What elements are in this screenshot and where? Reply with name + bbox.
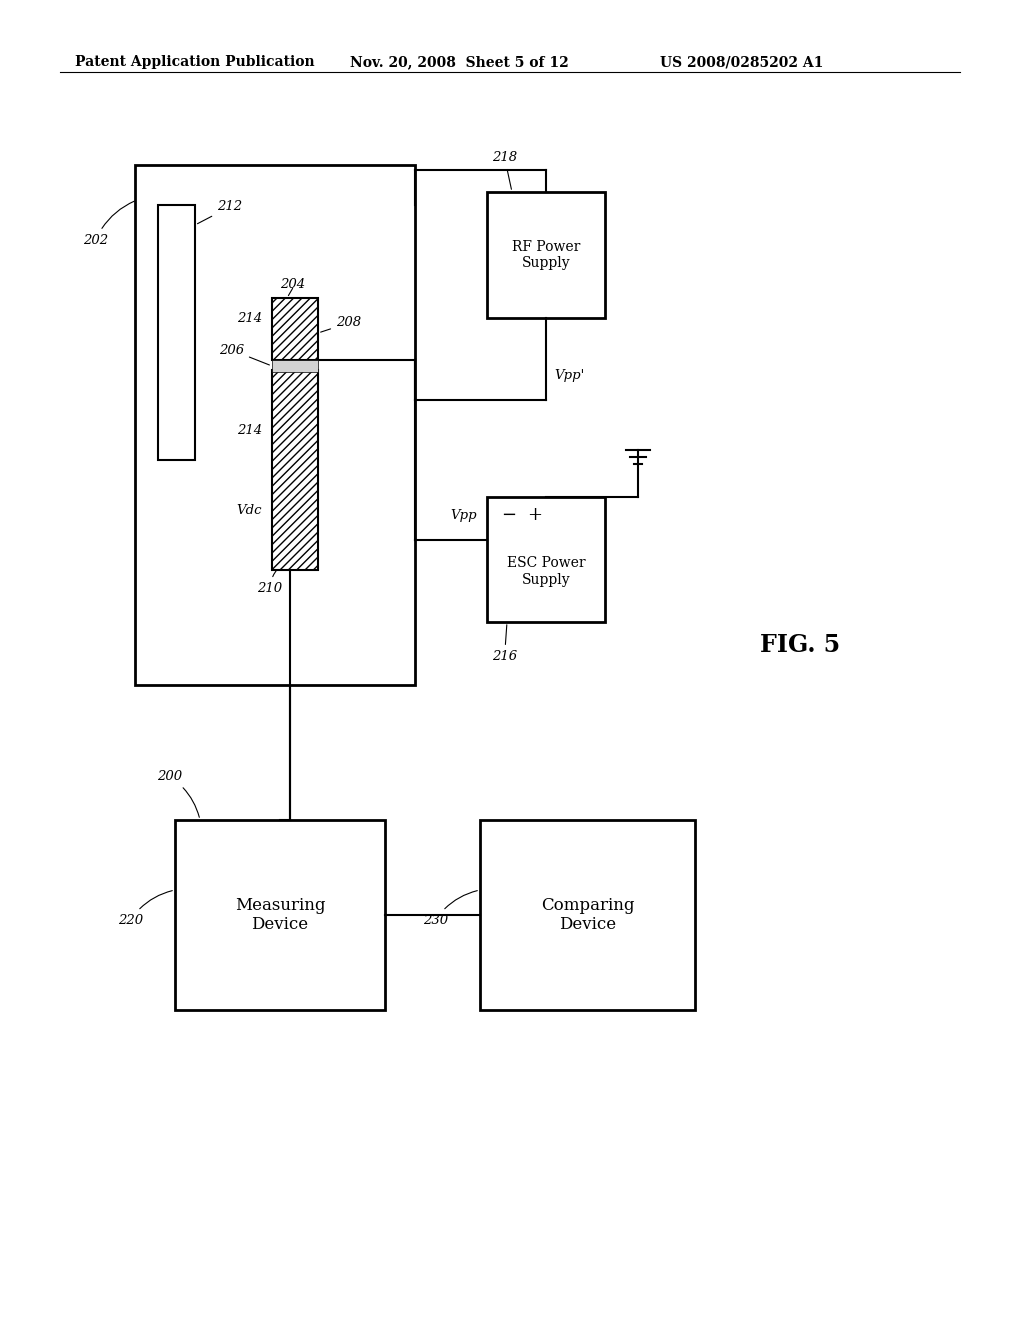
Text: US 2008/0285202 A1: US 2008/0285202 A1 [660, 55, 823, 69]
Text: 218: 218 [492, 150, 517, 189]
Text: −: − [502, 506, 516, 524]
Text: 200: 200 [157, 770, 200, 817]
Text: RF Power
Supply: RF Power Supply [512, 240, 581, 271]
Text: 210: 210 [257, 561, 288, 595]
Bar [272, 298, 318, 360]
Text: ESC Power
Supply: ESC Power Supply [507, 557, 586, 586]
Text: 204: 204 [280, 279, 305, 292]
Bar [175, 820, 385, 1010]
Bar [272, 360, 318, 372]
Text: Vpp: Vpp [451, 510, 477, 523]
Text: 230: 230 [423, 891, 477, 927]
Bar [487, 498, 605, 622]
Text: Comparing
Device: Comparing Device [541, 896, 634, 933]
Text: Vpp': Vpp' [554, 368, 585, 381]
Bar [158, 205, 195, 459]
Text: 206: 206 [219, 343, 269, 366]
Bar [272, 370, 318, 570]
Text: FIG. 5: FIG. 5 [760, 634, 840, 657]
Bar [135, 165, 415, 685]
Text: +: + [527, 506, 543, 524]
Text: 208: 208 [321, 317, 361, 333]
Text: 216: 216 [492, 624, 517, 663]
Text: Patent Application Publication: Patent Application Publication [75, 55, 314, 69]
Text: 214: 214 [237, 424, 262, 437]
Text: Nov. 20, 2008  Sheet 5 of 12: Nov. 20, 2008 Sheet 5 of 12 [350, 55, 568, 69]
Text: Measuring
Device: Measuring Device [234, 896, 326, 933]
Bar [480, 820, 695, 1010]
Text: 214: 214 [237, 312, 262, 325]
Bar [487, 191, 605, 318]
Text: 220: 220 [118, 891, 172, 927]
Text: Vdc: Vdc [237, 503, 262, 516]
Text: 212: 212 [198, 201, 242, 223]
Text: 202: 202 [83, 201, 134, 247]
